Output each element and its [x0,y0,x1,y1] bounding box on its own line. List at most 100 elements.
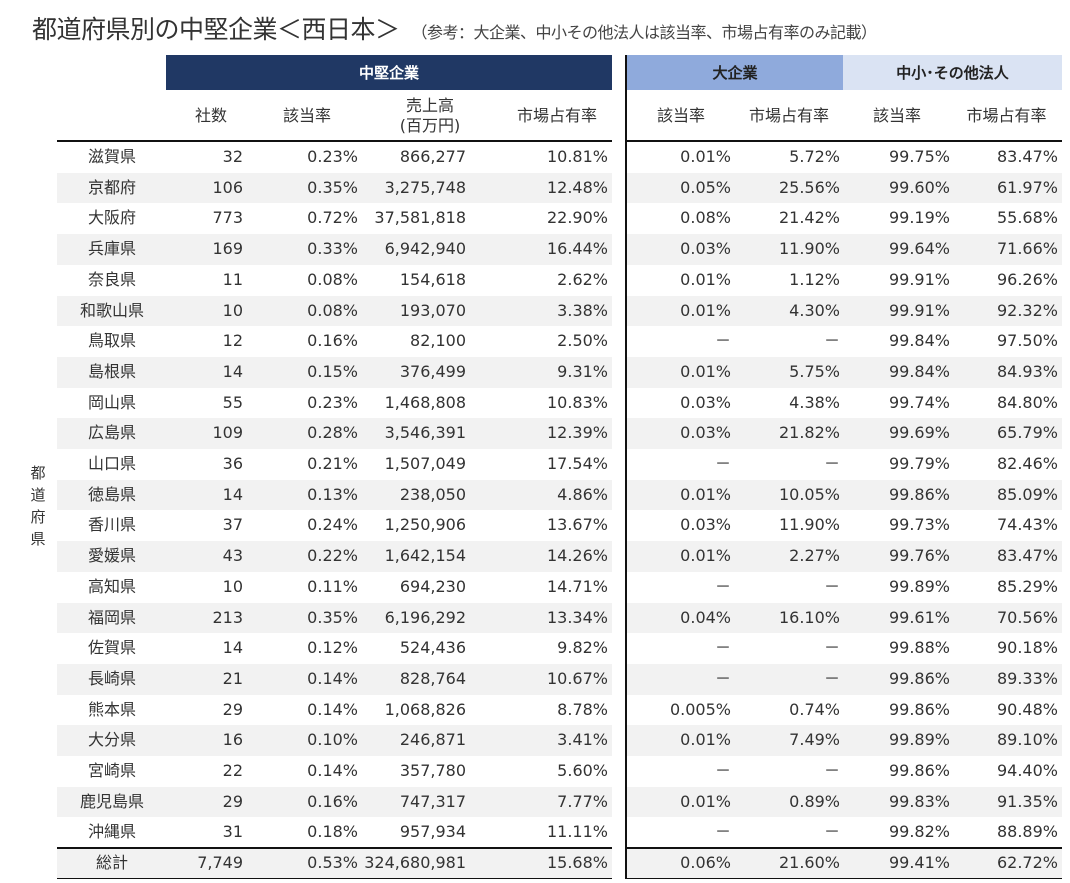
large-rate-cell: － [714,638,731,658]
large-share-cell: － [823,822,840,842]
large-share-cell: 21.60% [778,853,840,872]
small-rate-cell: 99.83% [888,791,950,811]
row-stripe [57,295,612,327]
sales-cell: 3,546,391 [384,423,466,443]
small-rate-cell: 99.88% [888,638,950,658]
table-row: 徳島県 14 0.13% 238,050 4.86% 0.01% 10.05% 99.86% 8… [0,479,1070,511]
large-rate-cell: 0.03% [680,239,731,259]
row-stripe [57,234,612,265]
small-share-cell: 84.93% [996,361,1058,381]
sales-cell: 1,468,808 [384,392,466,412]
small-share-cell: 94.40% [996,761,1058,780]
small-rate-cell: 99.60% [888,177,950,197]
rate-cell: 0.18% [307,822,358,842]
small-share-cell: 90.48% [996,699,1058,719]
small-rate-cell: 99.76% [888,546,950,566]
sales-cell: 154,618 [399,269,466,289]
large-rate-cell: 0.01% [680,730,731,750]
share-cell: 8.78% [557,699,608,719]
share-cell: 17.54% [546,454,608,473]
count-cell: 7,749 [197,853,243,872]
rate-cell: 0.28% [307,423,358,443]
pref-name-cell: 鳥取県 [87,331,136,351]
large-rate-cell: 0.01% [680,300,731,320]
pref-name-cell: 滋賀県 [87,147,136,166]
share-cell: 15.68% [546,853,608,872]
sales-cell: 747,317 [399,791,466,811]
sales-cell: 3,275,748 [384,177,466,197]
table-row: 島根県 14 0.15% 376,499 9.31% 0.01% 5.75% 99.84% 84… [0,356,1070,388]
pref-name-cell: 佐賀県 [87,638,136,658]
table-row: 滋賀県 32 0.23% 866,277 10.81% 0.01% 5.72% 99.75% 8… [0,142,1070,173]
share-cell: 3.38% [557,300,608,320]
table-row: 熊本県 29 0.14% 1,068,826 8.78% 0.005% 0.74% 99.86… [0,695,1070,726]
small-share-cell: 90.18% [996,638,1058,658]
large-rate-cell: 0.01% [680,791,731,811]
pref-name-cell: 兵庫県 [87,239,136,259]
row-stripe [57,356,612,388]
share-cell: 10.67% [546,668,608,688]
count-cell: 106 [212,177,243,197]
small-share-cell: 55.68% [996,208,1058,228]
large-share-cell: － [823,454,840,473]
large-rate-cell: － [714,761,731,780]
small-share-cell: 89.33% [996,668,1058,688]
bottom-rule-right [627,878,1062,879]
small-rate-cell: 99.73% [888,515,950,535]
col-header-small-share: 市場占有率 [966,106,1047,125]
sales-cell: 6,196,292 [384,607,466,627]
count-cell: 22 [222,761,243,780]
sales-cell: 1,507,049 [384,454,466,473]
table-row: 宮崎県 22 0.14% 357,780 5.60% － － 99.86% 94.40% [0,756,1070,787]
small-rate-cell: 99.61% [888,607,950,627]
row-stripe [627,356,1062,388]
small-rate-cell: 99.64% [888,239,950,259]
count-cell: 169 [212,239,243,259]
rate-cell: 0.12% [307,638,358,658]
rate-cell: 0.14% [307,668,358,688]
row-stripe [627,602,1062,634]
large-rate-cell: － [714,668,731,688]
group-header-small: 中小･その他法人 [843,55,1062,90]
large-rate-cell: － [714,454,731,473]
share-cell: 13.67% [546,515,608,535]
col-header-large-share: 市場占有率 [748,106,829,125]
large-share-cell: － [823,668,840,688]
share-cell: 14.71% [546,576,608,596]
large-rate-cell: － [714,576,731,596]
sales-cell: 246,871 [399,730,466,750]
pref-name-cell: 島根県 [87,361,136,381]
col-header-rate: 該当率 [282,106,331,125]
small-rate-cell: 99.89% [888,576,950,596]
share-cell: 7.77% [557,791,608,811]
small-share-cell: 85.09% [996,484,1058,504]
row-stripe [57,172,612,204]
small-share-cell: 71.66% [996,239,1058,259]
page-title: 都道府県別の中堅企業＜西日本＞ （参考：大企業、中小その他法人は該当率、市場占有率… [32,10,877,46]
count-cell: 32 [222,147,243,166]
rate-cell: 0.35% [307,177,358,197]
share-cell: 5.60% [557,761,608,780]
large-rate-cell: 0.005% [669,699,731,719]
large-share-cell: 10.05% [778,484,840,504]
count-cell: 10 [222,300,243,320]
row-stripe [57,602,612,634]
table-row: 鳥取県 12 0.16% 82,100 2.50% － － 99.84% 97.50% [0,326,1070,357]
small-rate-cell: 99.89% [888,730,950,750]
pref-name-cell: 和歌山県 [79,300,144,320]
share-cell: 2.62% [557,269,608,289]
col-header-large-rate: 該当率 [656,106,705,125]
rate-cell: 0.23% [307,147,358,166]
large-rate-cell: 0.08% [680,208,731,228]
pref-name-cell: 徳島県 [87,484,136,504]
large-share-cell: 11.90% [778,515,840,535]
pref-name-cell: 京都府 [87,177,136,197]
row-stripe [627,418,1062,449]
row-stripe [627,848,1062,879]
count-cell: 21 [222,668,243,688]
table-row: 広島県 109 0.28% 3,546,391 12.39% 0.03% 21.82% 99.… [0,418,1070,449]
sales-cell: 37,581,818 [374,208,466,228]
row-stripe [57,848,612,879]
large-share-cell: 5.72% [789,147,840,166]
large-share-cell: 21.42% [778,208,840,228]
